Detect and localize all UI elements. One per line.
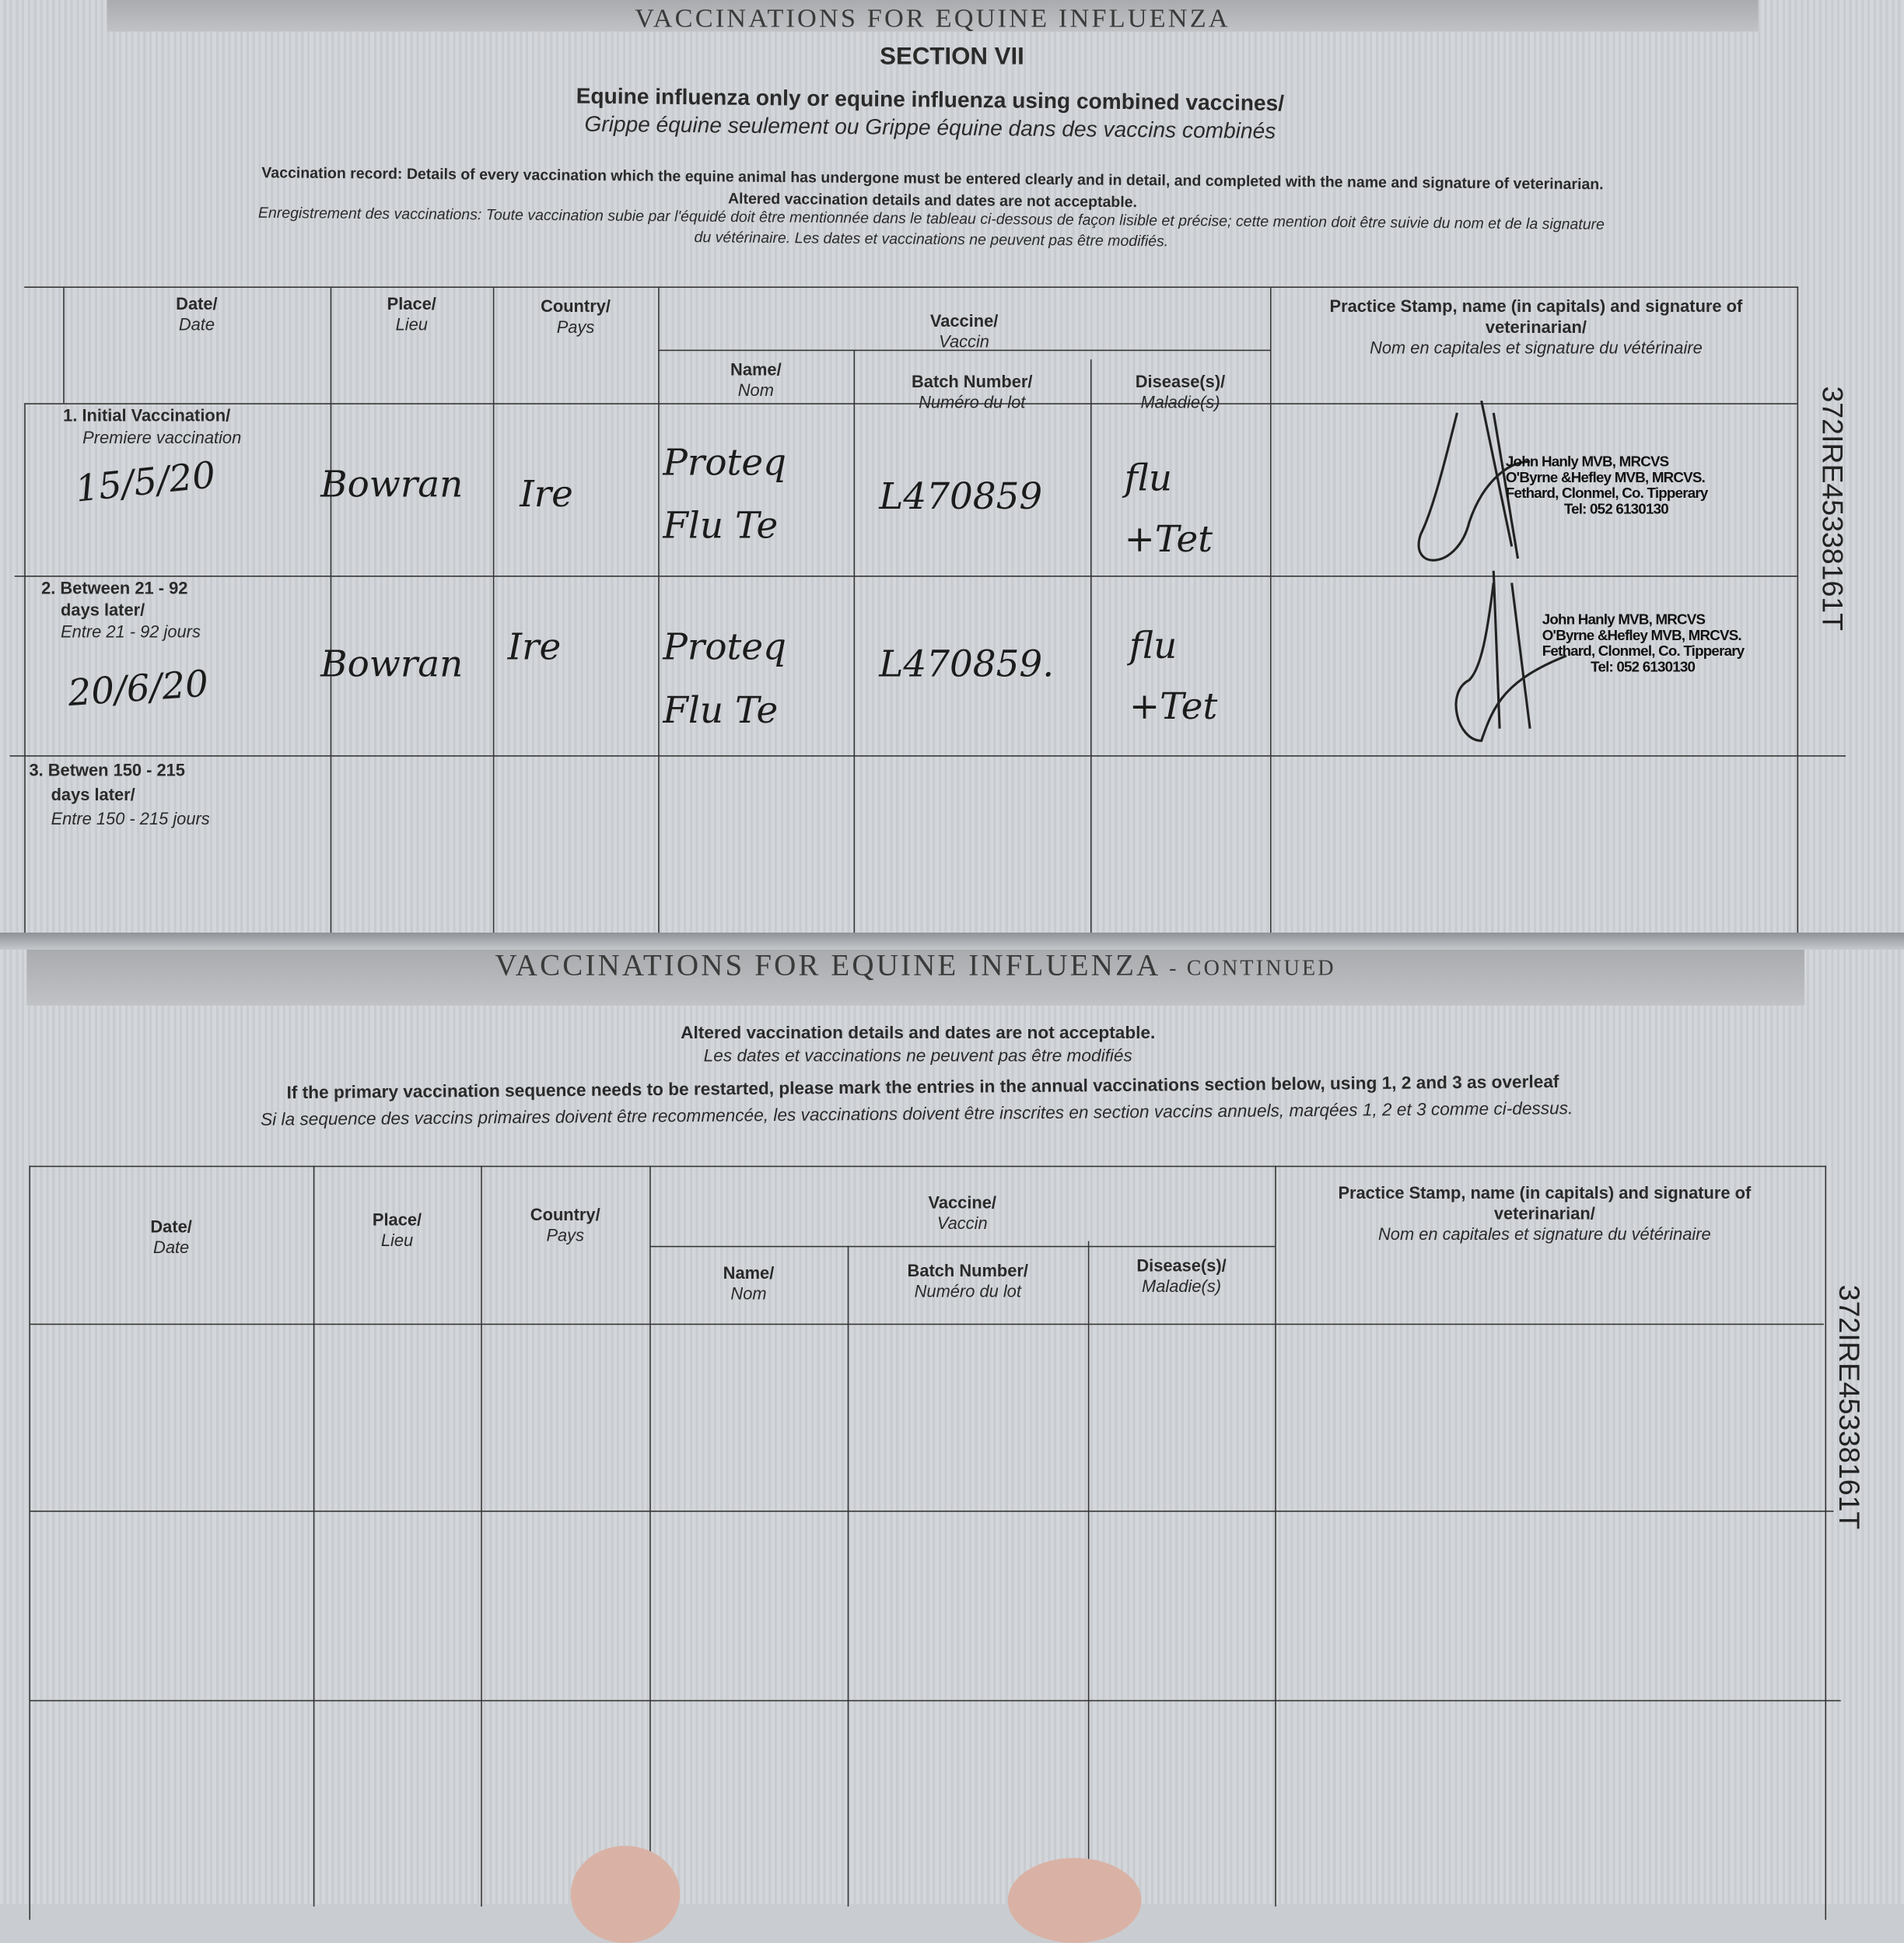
vet-signature [1417, 400, 1531, 562]
banner-bar-2 [26, 949, 1804, 1006]
row-label: 2. Between 21 - 92 [41, 578, 188, 598]
col-disease: Disease(s)/ [1135, 371, 1226, 391]
col-date: Date/ [176, 293, 218, 313]
disease-entry: flu +Tet [1124, 457, 1213, 562]
col-name: Name/ [723, 1262, 775, 1283]
row-label-fr: Entre 21 - 92 jours [61, 621, 201, 642]
col-vaccine: Vaccine/ [929, 310, 999, 331]
col-stamp-fr: Nom en capitales et signature du vétérin… [1378, 1224, 1711, 1244]
col-batch-fr: Numéro du lot [914, 1281, 1021, 1301]
col-stamp: Practice Stamp, name (in capitals) and s… [1329, 296, 1743, 337]
col-name: Name/ [730, 359, 782, 380]
col-batch-fr: Numéro du lot [919, 392, 1026, 412]
row-label: 3. Betwen 150 - 215 [29, 760, 185, 780]
col-batch: Batch Number/ [911, 371, 1033, 391]
banner-title: VACCINATIONS FOR EQUINE INFLUENZA [635, 2, 1230, 33]
place-entry: Bowran [320, 643, 464, 687]
passport-id: 372IRE45338161T [1815, 386, 1849, 632]
vaccine-name-entry: Proteq Flu Te [663, 442, 787, 548]
col-place: Place/ [372, 1209, 422, 1229]
vaccine-name-entry: Proteq Flu Te [663, 626, 787, 733]
note-1-fr: Les dates et vaccinations ne peuvent pas… [703, 1046, 1132, 1066]
col-country-fr: Pays [546, 1225, 585, 1245]
col-name-fr: Nom [730, 1283, 767, 1304]
col-vaccine-fr: Vaccin [936, 1213, 988, 1233]
col-stamp-fr: Nom en capitales et signature du vétérin… [1370, 338, 1703, 357]
col-date-fr: Date [178, 314, 215, 334]
vet-stamp: John Hanly MVB, MRCVS O'Byrne &Hefley MVB… [1542, 611, 1745, 676]
col-country: Country/ [541, 296, 611, 316]
row-label-2: days later/ [51, 784, 135, 804]
col-stamp: Practice Stamp, name (in capitals) and s… [1338, 1182, 1752, 1224]
col-place: Place/ [387, 293, 436, 313]
note-2-fr: Si la sequence des vaccins primaires doi… [260, 1099, 1573, 1131]
col-vaccine: Vaccine/ [928, 1192, 996, 1213]
col-vaccine-fr: Vaccin [939, 331, 989, 352]
vet-signature [1454, 570, 1567, 742]
col-disease: Disease(s)/ [1136, 1255, 1227, 1276]
col-date: Date/ [150, 1217, 192, 1237]
row-label-fr: Premiere vaccination [82, 427, 242, 447]
batch-entry: L470859 [879, 475, 1043, 519]
col-disease-fr: Maladie(s) [1142, 1276, 1222, 1296]
row-label: 1. Initial Vaccination/ [63, 405, 231, 425]
section-title: SECTION VII [880, 44, 1024, 71]
banner-title-2: VACCINATIONS FOR EQUINE INFLUENZA [495, 949, 1160, 983]
col-country: Country/ [530, 1204, 600, 1224]
col-date-fr: Date [153, 1237, 190, 1257]
finger [570, 1846, 681, 1943]
banner-bar [107, 0, 1759, 32]
note-2: If the primary vaccination sequence need… [286, 1073, 1559, 1104]
col-place-fr: Lieu [380, 1230, 414, 1250]
col-disease-fr: Maladie(s) [1140, 392, 1220, 412]
banner-suffix: - CONTINUED [1169, 955, 1336, 980]
country-entry: Ire [507, 626, 562, 670]
vet-stamp: John Hanly MVB, MRCVS O'Byrne &Hefley MVB… [1505, 453, 1708, 518]
passport-id-2: 372IRE45338161T [1832, 1284, 1866, 1530]
country-entry: Ire [520, 473, 573, 516]
page-edge [0, 933, 1904, 950]
note-1: Altered vaccination details and dates ar… [681, 1024, 1156, 1044]
finger [1007, 1857, 1142, 1943]
col-place-fr: Lieu [395, 314, 428, 334]
col-name-fr: Nom [737, 380, 774, 400]
row-label-fr: Entre 150 - 215 jours [51, 808, 210, 828]
col-country-fr: Pays [556, 317, 595, 337]
batch-entry: L470859. [879, 643, 1055, 687]
disease-entry: flu +Tet [1129, 625, 1218, 729]
col-batch: Batch Number/ [907, 1260, 1028, 1280]
place-entry: Bowran [320, 464, 464, 507]
row-label-2: days later/ [61, 600, 145, 620]
